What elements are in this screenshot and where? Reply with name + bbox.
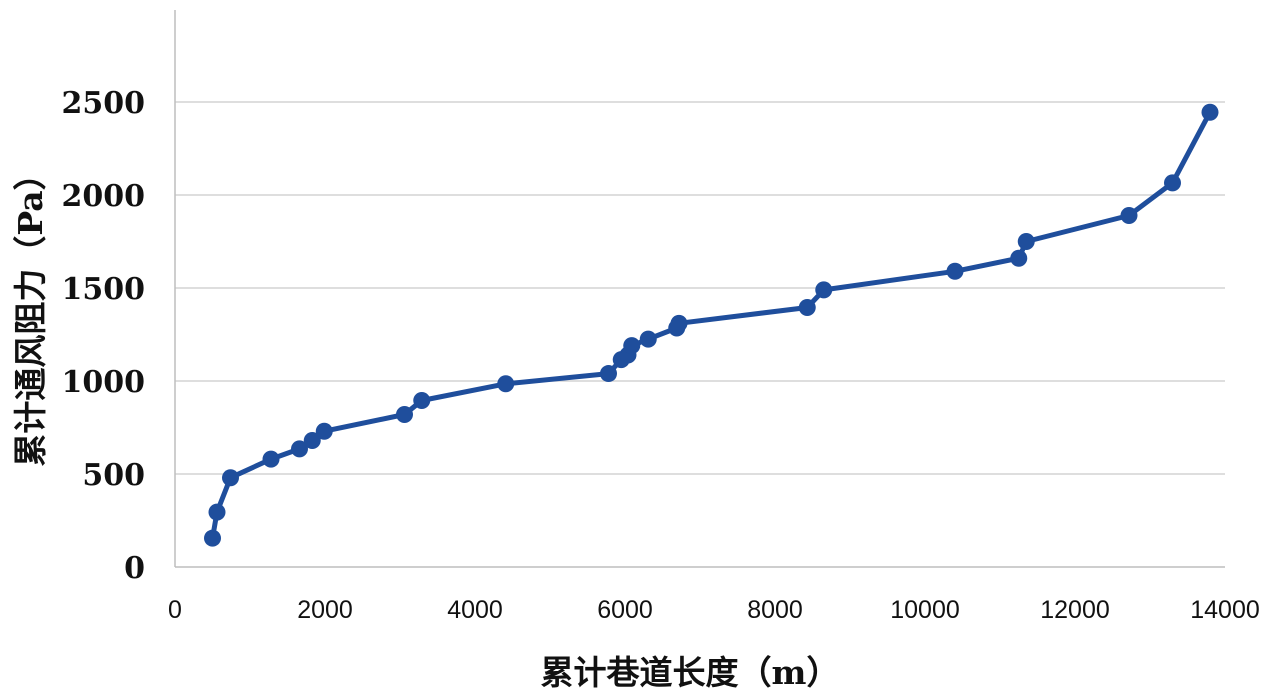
data-point	[413, 392, 431, 410]
data-point	[208, 503, 226, 521]
data-point	[623, 337, 641, 355]
data-point	[946, 262, 964, 280]
data-point	[1017, 233, 1035, 250]
data-point	[291, 440, 308, 458]
data-point	[497, 375, 515, 393]
y-tick-label: 2500	[62, 86, 146, 121]
y-tick-label: 0	[124, 551, 145, 586]
x-tick-label: 4000	[447, 596, 503, 624]
y-axis-title: 累计通风阻力（Pa）	[11, 157, 50, 466]
data-point	[798, 299, 816, 317]
x-tick-labels: 0 2000 4000 6000 8000 10000 12000 14000	[168, 596, 1260, 624]
data-point	[1010, 249, 1028, 267]
x-tick-label: 0	[168, 596, 182, 624]
x-tick-label: 8000	[747, 596, 803, 624]
y-tick-label: 1000	[62, 365, 146, 400]
x-tick-label: 6000	[597, 596, 653, 624]
x-axis-title: 累计巷道长度（m）	[541, 653, 840, 692]
data-point	[222, 469, 239, 487]
x-tick-label: 12000	[1040, 596, 1110, 624]
data-point	[600, 365, 617, 383]
data-point	[639, 330, 657, 348]
data-point	[262, 450, 280, 468]
data-point	[1164, 174, 1181, 192]
data-point	[1201, 103, 1219, 121]
data-point	[315, 422, 333, 440]
y-tick-label: 2000	[62, 179, 146, 214]
data-point	[815, 281, 833, 299]
data-point	[396, 405, 413, 423]
series-1	[204, 103, 1219, 547]
y-tick-label: 1500	[62, 272, 146, 307]
y-tick-label: 500	[82, 458, 145, 493]
gridlines	[175, 101, 1225, 475]
x-tick-label: 14000	[1190, 596, 1260, 624]
data-point	[670, 314, 688, 332]
data-point	[303, 432, 321, 450]
data-point	[1120, 206, 1138, 224]
data-point	[204, 529, 221, 547]
x-tick-label: 10000	[890, 596, 960, 624]
x-tick-label: 2000	[297, 596, 353, 624]
y-tick-labels: 0 500 1000 1500 2000 2500	[62, 86, 146, 586]
